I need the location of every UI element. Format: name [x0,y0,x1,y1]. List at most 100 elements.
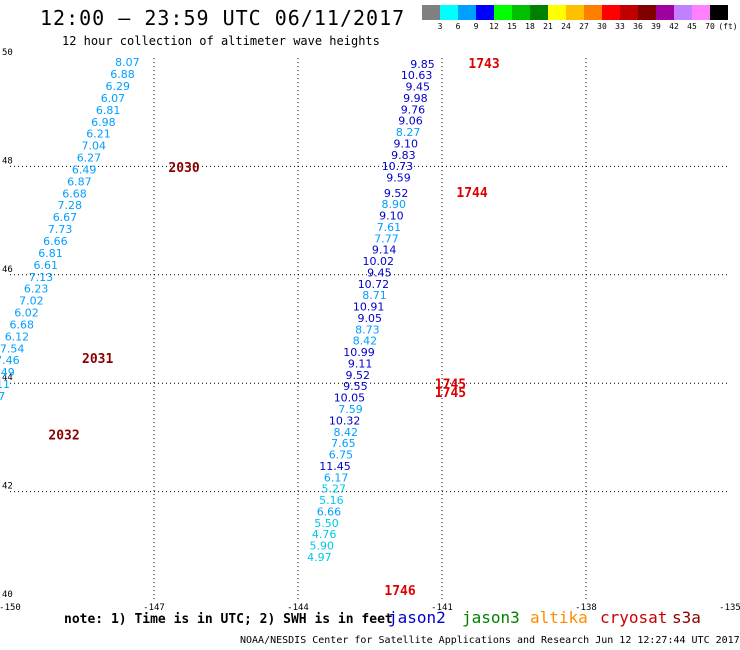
legend-swatch [638,5,656,20]
legend-label: 15 [507,22,517,31]
swh-value-label: 6.66 [43,235,68,248]
swh-value-label: 6.21 [86,128,111,141]
color-scale-legend [422,5,728,20]
swh-value-label: 6.88 [110,68,135,81]
legend-label: 21 [543,22,553,31]
swh-value-label: 6.67 [53,211,78,224]
legend-label: 18 [525,22,535,31]
swh-value-label: 6.98 [91,116,116,129]
legend-swatch [512,5,530,20]
legend-label: 27 [579,22,589,31]
swh-value-label: 6.81 [38,247,63,260]
swh-value-label: 7.28 [58,199,83,212]
swh-value-label: 9.76 [401,103,426,116]
swh-value-label: 7.73 [48,223,73,236]
page-subtitle: 12 hour collection of altimeter wave hei… [62,34,380,48]
legend-swatch [656,5,674,20]
legend-label: 39 [651,22,661,31]
legend-unit: (ft) [718,22,738,31]
legend-swatch [422,5,440,20]
legend-swatch [530,5,548,20]
satellite-label-jason3: jason3 [462,608,520,627]
swh-value-label: 7.59 [338,403,363,416]
satellite-label-altika: altika [530,608,588,627]
swh-value-label: 10.32 [329,414,361,427]
y-tick-label: 46 [2,265,13,275]
x-tick-label: -147 [143,603,165,613]
swh-value-label: 10.72 [358,278,390,291]
y-tick-label: 42 [2,482,13,492]
page-title: 12:00 – 23:59 UTC 06/11/2017 [40,6,406,30]
legend-label: 70 [705,22,715,31]
y-tick-label: 40 [2,590,13,600]
footer-note: note: 1) Time is in UTC; 2) SWH is in fe… [64,612,393,627]
swh-value-label: 9.45 [367,266,392,279]
swh-value-label: 6.23 [24,283,49,296]
swh-value-label: 7.65 [331,437,356,450]
swh-value-label: 5.27 [322,483,347,496]
swh-value-label: 6.68 [10,318,35,331]
swh-value-label: 5.90 [310,540,335,553]
swh-value-label: 9.10 [394,137,419,150]
legend-swatch [692,5,710,20]
swh-value-label: 9.11 [348,357,373,370]
swh-value-label: 7.13 [29,271,54,284]
swh-value-label: 9.98 [403,92,428,105]
swh-value-label: 10.99 [343,346,375,359]
x-tick-label: -138 [575,603,597,613]
legend-swatch [440,5,458,20]
swh-value-label: 8.42 [353,335,378,348]
swh-value-label: 10.05 [334,392,366,405]
swh-value-label: 6.81 [96,104,121,117]
legend-label: 42 [669,22,679,31]
swh-value-label: 7.54 [0,342,24,355]
swh-value-label: 9.10 [379,210,404,223]
swh-value-label: 6.02 [14,307,39,320]
swh-value-label: 7.77 [374,232,399,245]
time-label: 1746 [384,584,415,599]
swh-value-label: 4.76 [312,528,337,541]
legend-label: 12 [489,22,499,31]
swh-value-label: 6.66 [317,505,342,518]
y-tick-label: 50 [2,48,13,58]
swh-value-label: 9.45 [406,81,431,94]
swh-value-label: 8.27 [396,126,421,139]
swh-value-label: 8.42 [334,426,359,439]
x-tick-label: -135 [719,603,740,613]
time-label: 1744 [456,186,487,201]
satellite-label-s3a: s3a [672,608,701,627]
swh-value-label: 6.12 [5,330,30,343]
swh-value-label: 6.07 [0,390,5,403]
swh-value-label: 6.87 [67,175,92,188]
time-label: 2031 [82,352,113,367]
swh-value-label: 6.07 [101,92,126,105]
swh-value-label: 9.59 [386,172,411,185]
time-label: 1745 [435,386,466,401]
swh-value-label: 9.55 [343,380,368,393]
swh-value-label: 6.27 [77,152,102,165]
swh-value-label: 9.05 [358,312,383,325]
swh-value-label: 9.06 [398,115,423,128]
time-label: 2032 [48,429,79,444]
y-tick-label: 44 [2,373,13,383]
swh-value-label: 7.46 [0,354,20,367]
legend-label: 33 [615,22,625,31]
swh-value-label: 9.52 [346,369,371,382]
legend-swatch [494,5,512,20]
legend-swatch [476,5,494,20]
swh-value-label: 7.11 [0,378,10,391]
swh-value-label: 10.02 [363,255,395,268]
legend-label: 45 [687,22,697,31]
legend-swatch [674,5,692,20]
legend-label: 36 [633,22,643,31]
swh-value-label: 7.02 [19,295,44,308]
swh-value-label: 9.52 [384,187,409,200]
legend-label: 3 [437,22,443,31]
legend-label: 9 [473,22,479,31]
swh-value-label: 8.71 [362,289,387,302]
swh-value-label: 11.45 [319,460,351,473]
legend-label: 6 [455,22,461,31]
swh-value-label: 6.49 [0,366,15,379]
footer-credit: NOAA/NESDIS Center for Satellite Applica… [240,635,740,646]
